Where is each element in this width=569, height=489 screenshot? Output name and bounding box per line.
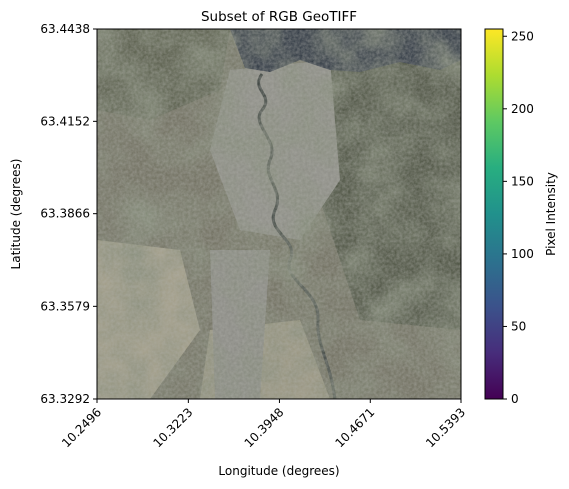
- x-tick-label: 10.4671: [332, 405, 377, 450]
- y-tick-label: 63.3866: [40, 207, 90, 221]
- y-tick-label: 63.4438: [40, 22, 90, 36]
- y-axis-ticks: 63.3292 63.3579 63.3866 63.4152 63.4438: [40, 22, 97, 406]
- x-tick-label: 10.3223: [150, 405, 195, 450]
- colorbar-tick-label: 50: [511, 319, 526, 333]
- y-tick-label: 63.3579: [40, 299, 90, 313]
- y-tick-label: 63.3292: [40, 392, 90, 406]
- colorbar-tick-label: 200: [511, 102, 534, 116]
- chart-title: Subset of RGB GeoTIFF: [201, 9, 357, 25]
- colorbar-tick-label: 150: [511, 174, 534, 188]
- colorbar-ticks: 0 50 100 150 200 250: [503, 29, 534, 406]
- x-tick-label: 10.2496: [59, 405, 104, 450]
- x-tick-label: 10.5393: [423, 405, 468, 450]
- y-axis-label: Latitude (degrees): [9, 159, 23, 270]
- y-tick-label: 63.4152: [40, 114, 90, 128]
- satellite-image: [97, 29, 461, 399]
- x-axis-label: Longitude (degrees): [218, 464, 339, 478]
- colorbar-tick-label: 250: [511, 29, 534, 43]
- colorbar-tick-label: 100: [511, 247, 534, 261]
- colorbar: [484, 28, 504, 400]
- colorbar-tick-label: 0: [511, 392, 519, 406]
- x-tick-label: 10.3948: [242, 405, 287, 450]
- colorbar-label: Pixel Intensity: [544, 172, 558, 256]
- x-axis-ticks: 10.2496 10.3223 10.3948 10.4671 10.5393: [59, 399, 468, 450]
